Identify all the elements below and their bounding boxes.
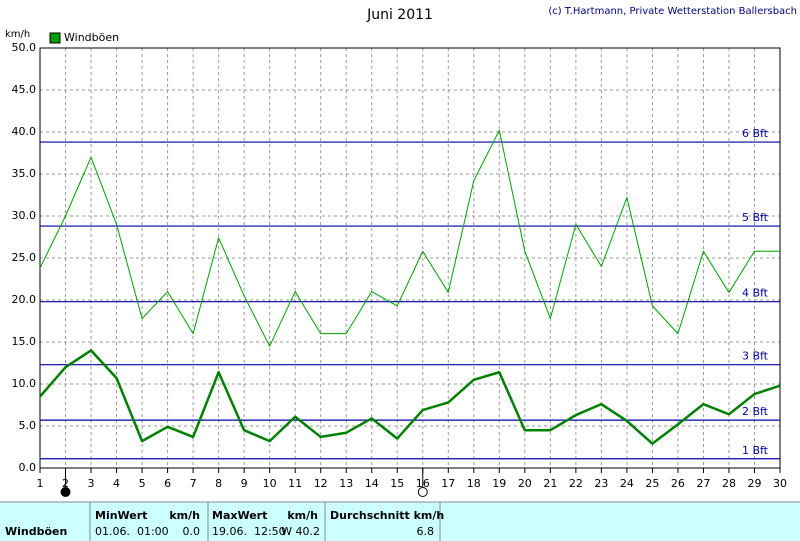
col-date: 19.06. 12:50 xyxy=(212,525,286,538)
x-tick-label: 6 xyxy=(164,477,171,490)
col-value: 0.0 xyxy=(183,525,201,538)
x-tick-label: 20 xyxy=(518,477,532,490)
x-tick-label: 1 xyxy=(37,477,44,490)
x-tick-label: 21 xyxy=(543,477,557,490)
x-tick-label: 26 xyxy=(671,477,685,490)
x-tick-label: 9 xyxy=(241,477,248,490)
x-tick-label: 25 xyxy=(645,477,659,490)
marker xyxy=(417,487,428,497)
y-tick-label: 40.0 xyxy=(12,125,37,138)
row-label: Windböen xyxy=(5,525,67,538)
y-tick-label: 25.0 xyxy=(12,251,37,264)
y-axis-label: km/h xyxy=(5,29,30,40)
x-tick-label: 24 xyxy=(620,477,634,490)
table-bg xyxy=(0,502,800,541)
x-tick-label: 22 xyxy=(569,477,583,490)
y-tick-label: 0.0 xyxy=(19,461,37,474)
x-tick-label: 10 xyxy=(263,477,277,490)
col-header: MinWert xyxy=(95,509,147,522)
y-tick-label: 15.0 xyxy=(12,335,37,348)
copyright: (c) T.Hartmann, Private Wetterstation Ba… xyxy=(548,6,797,17)
reference-label: 5 Bft xyxy=(742,211,769,224)
y-tick-label: 5.0 xyxy=(19,419,37,432)
x-tick-label: 23 xyxy=(594,477,608,490)
table-separators xyxy=(0,501,800,541)
x-tick-label: 4 xyxy=(113,477,120,490)
x-tick-label: 11 xyxy=(288,477,302,490)
y-tick-label: 20.0 xyxy=(12,293,37,306)
reference-label: 3 Bft xyxy=(742,350,769,363)
y-tick-label: 50.0 xyxy=(12,41,37,54)
x-tick-label: 12 xyxy=(314,477,328,490)
x-tick-label: 29 xyxy=(747,477,761,490)
chart-title: Juni 2011 xyxy=(366,7,433,23)
x-tick-label: 3 xyxy=(88,477,95,490)
legend-swatch xyxy=(49,32,61,44)
marker xyxy=(60,487,71,497)
col-unit: km/h xyxy=(287,509,318,522)
reference-label: 6 Bft xyxy=(742,127,769,140)
series-line xyxy=(39,129,780,347)
y-tick-label: 35.0 xyxy=(12,167,37,180)
y-tick-label: 45.0 xyxy=(12,83,37,96)
plot-frame xyxy=(39,47,781,469)
col-date: 01.06. 01:00 xyxy=(95,525,169,538)
x-tick-label: 15 xyxy=(390,477,404,490)
x-tick-label: 14 xyxy=(365,477,379,490)
x-tick-label: 5 xyxy=(139,477,146,490)
y-tick-label: 30.0 xyxy=(12,209,37,222)
x-tick-label: 7 xyxy=(190,477,197,490)
col-value: 6.8 xyxy=(417,525,435,538)
x-tick-label: 8 xyxy=(215,477,222,490)
x-tick-label: 18 xyxy=(467,477,481,490)
col-header: MaxWert xyxy=(212,509,267,522)
x-tick-label: 27 xyxy=(696,477,710,490)
x-tick-label: 28 xyxy=(722,477,736,490)
x-tick-label: 30 xyxy=(773,477,787,490)
series-line xyxy=(39,349,781,445)
x-tick-label: 13 xyxy=(339,477,353,490)
legend-label: Windböen xyxy=(64,31,119,44)
y-tick-label: 10.0 xyxy=(12,377,37,390)
x-tick-label: 19 xyxy=(492,477,506,490)
reference-label: 2 Bft xyxy=(742,405,769,418)
col-unit: km/h xyxy=(169,509,200,522)
background xyxy=(0,0,800,500)
col-header: Durchschnitt km/h xyxy=(330,509,444,522)
col-value: W 40.2 xyxy=(281,525,320,538)
x-tick-label: 17 xyxy=(441,477,455,490)
reference-label: 4 Bft xyxy=(742,287,769,300)
reference-label: 1 Bft xyxy=(742,444,769,457)
plot-area: 0.0 5.0 10.0 15.0 20.0 25.0 30.0 35.0 40.0 45.0 50… xyxy=(12,41,787,497)
